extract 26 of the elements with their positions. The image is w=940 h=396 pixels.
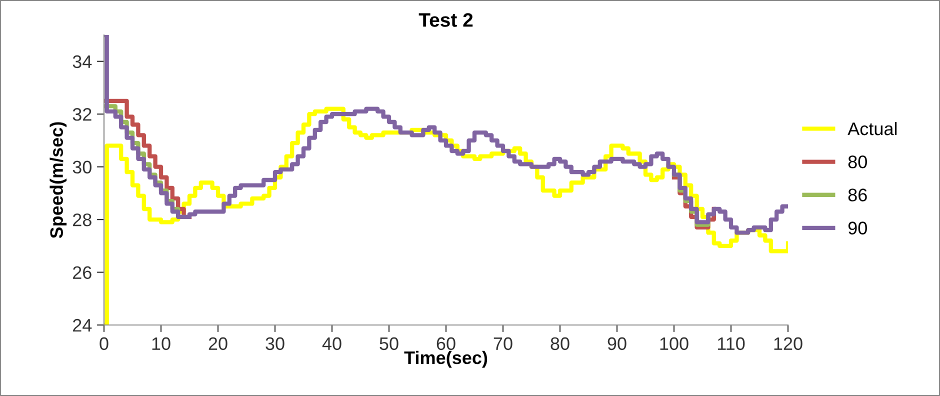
x-tick-label: 90: [608, 337, 626, 350]
x-tick-label: 40: [322, 337, 342, 350]
y-tick-label: 24: [73, 318, 92, 332]
x-tick-label: 0: [100, 337, 108, 350]
x-tick-label: 10: [152, 337, 170, 350]
legend-label: Actual: [848, 122, 897, 136]
x-tick-label: 110: [718, 337, 745, 350]
y-tick-label: 26: [73, 266, 92, 279]
x-tick-label: 20: [208, 337, 228, 350]
x-axis-title: Time(sec): [404, 350, 488, 368]
y-tick-label: 32: [72, 108, 92, 121]
x-tick-label: 100: [660, 337, 688, 350]
legend-label: 90: [848, 222, 867, 234]
legend-label: 80: [848, 156, 867, 168]
y-tick-label: 28: [73, 213, 92, 226]
x-tick-label: 60: [436, 337, 456, 350]
x-tick-label: 80: [550, 337, 570, 350]
x-tick-label: 120: [774, 337, 802, 350]
legend-label: 86: [848, 188, 867, 202]
y-tick-label: 34: [72, 55, 92, 68]
x-tick-label: 50: [380, 337, 398, 350]
x-tick-label: 30: [266, 337, 284, 350]
chart-title: Test 2: [418, 13, 473, 27]
y-axis-title: Speed(m/sec): [50, 122, 67, 238]
x-tick-label: 70: [494, 337, 512, 350]
y-tick-label: 30: [72, 160, 92, 174]
